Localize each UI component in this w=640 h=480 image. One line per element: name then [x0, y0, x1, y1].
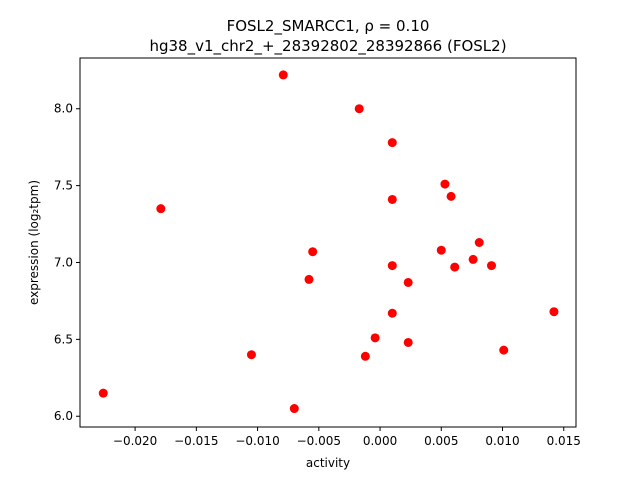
data-point-6: [308, 247, 318, 257]
data-point-15: [403, 337, 413, 347]
y-axis-label: expression (log₂tpm): [27, 180, 41, 305]
plot-frame: [79, 57, 577, 428]
y-tick-label-3: 7.5: [54, 179, 73, 193]
data-point-3: [278, 70, 288, 80]
data-point-18: [446, 191, 456, 201]
data-point-23: [499, 345, 509, 355]
data-point-9: [370, 333, 380, 343]
x-tick-label-1: −0.015: [174, 434, 218, 448]
data-point-21: [474, 238, 484, 247]
x-tick-label-6: 0.010: [485, 434, 519, 448]
data-point-2: [246, 350, 256, 360]
data-point-8: [360, 351, 370, 361]
data-point-12: [387, 261, 397, 271]
data-point-5: [304, 274, 314, 284]
x-tick-label-2: −0.010: [235, 434, 279, 448]
x-axis-ticks: −0.020 −0.015 −0.010 −0.005 0.000 0.005 0.010 0…: [113, 427, 581, 448]
x-tick-label-5: 0.005: [424, 434, 458, 448]
y-tick-label-1: 6.5: [54, 332, 73, 346]
data-point-24: [549, 307, 559, 317]
data-point-4: [289, 404, 299, 414]
chart-title-line1: FOSL2_SMARCC1, ρ = 0.10: [227, 17, 430, 36]
data-point-7: [354, 104, 364, 114]
data-point-0: [98, 388, 108, 398]
data-point-16: [436, 245, 446, 255]
y-tick-label-2: 7.0: [54, 255, 73, 269]
data-point-14: [403, 277, 413, 287]
x-tick-label-3: −0.005: [297, 434, 341, 448]
data-points: [98, 70, 559, 414]
y-tick-label-4: 8.0: [54, 102, 73, 116]
y-tick-label-0: 6.0: [54, 409, 73, 423]
data-point-22: [486, 261, 496, 271]
x-tick-label-7: 0.015: [547, 434, 581, 448]
data-point-11: [387, 194, 397, 204]
data-point-13: [387, 308, 397, 318]
chart-title-line2: hg38_v1_chr2_+_28392802_28392866 (FOSL2): [149, 37, 506, 56]
x-axis-label: activity: [306, 456, 350, 470]
data-point-17: [440, 179, 450, 189]
data-point-10: [387, 138, 397, 148]
y-axis-ticks: 6.0 6.5 7.0 7.5 8.0: [54, 102, 80, 423]
data-point-1: [156, 204, 166, 214]
data-point-19: [450, 262, 460, 272]
x-tick-label-4: 0.000: [363, 434, 397, 448]
x-tick-label-0: −0.020: [113, 434, 157, 448]
data-point-20: [468, 254, 478, 264]
